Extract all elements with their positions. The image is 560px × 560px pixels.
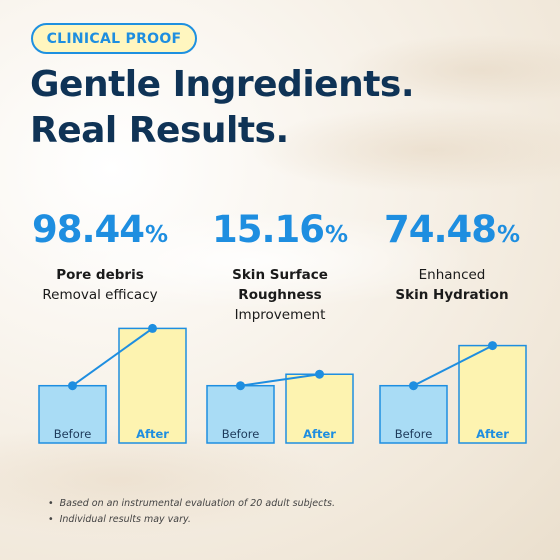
stat-unit: % <box>325 222 349 248</box>
stat-value: 98.44% <box>10 206 190 259</box>
stat-label-line: Improvement <box>234 307 326 323</box>
before-after-chart: Before After <box>206 369 354 444</box>
stat-number: 98.44 <box>31 208 145 251</box>
after-point <box>488 341 497 351</box>
before-bar-label: Before <box>395 427 433 441</box>
after-bar <box>118 327 187 444</box>
after-bar-label: After <box>303 427 336 441</box>
before-point <box>409 381 418 391</box>
footnote: • Individual results may vary. <box>48 514 191 525</box>
before-bar-label: Before <box>54 427 92 441</box>
after-point <box>148 323 157 333</box>
footnotes: • Based on an instrumental evaluation of … <box>48 496 335 528</box>
stat-label-line: Pore debris <box>56 267 144 283</box>
trend-line <box>71 327 154 387</box>
after-bar <box>285 373 354 444</box>
stat-label-line: Enhanced <box>418 267 486 283</box>
before-bar-label: Before <box>222 427 260 441</box>
stat-label-line: Removal efficacy <box>42 287 158 303</box>
stat-number: 74.48 <box>383 208 497 251</box>
stat-unit: % <box>497 222 521 248</box>
stat-label: Pore debris Removal efficacy <box>10 265 190 305</box>
after-bar-label: After <box>136 427 169 441</box>
stat-label-line: Skin Surface <box>232 267 328 283</box>
stat-number: 15.16 <box>211 208 325 251</box>
headline-line-2: Real Results. <box>30 110 289 151</box>
footnote: • Based on an instrumental evaluation of … <box>48 498 336 509</box>
before-bar <box>379 384 448 444</box>
trend-line <box>413 344 493 387</box>
before-point <box>236 381 245 391</box>
stat-column: 98.44% Pore debris Removal efficacy <box>10 206 190 305</box>
stat-value: 15.16% <box>190 206 370 259</box>
stat-label-line: Skin Hydration <box>395 287 509 303</box>
clinical-proof-badge: CLINICAL PROOF <box>31 23 197 54</box>
trend-line <box>240 373 320 387</box>
stat-unit: % <box>145 222 169 248</box>
stat-label-line: Roughness <box>238 287 322 303</box>
before-point <box>68 381 77 391</box>
after-point <box>315 369 324 379</box>
stat-value: 74.48% <box>362 206 542 259</box>
stat-label: Enhanced Skin Hydration <box>362 265 542 305</box>
headline-line-1: Gentle Ingredients. <box>30 64 415 105</box>
before-after-chart: Before After <box>38 323 187 444</box>
before-after-chart: Before After <box>379 341 527 444</box>
stat-column: 15.16% Skin Surface Roughness Improvement <box>190 206 370 325</box>
stat-column: 74.48% Enhanced Skin Hydration <box>362 206 542 305</box>
headline: Gentle Ingredients. Real Results. <box>30 62 415 154</box>
before-bar <box>206 384 275 444</box>
stat-label: Skin Surface Roughness Improvement <box>190 265 370 325</box>
after-bar-label: After <box>476 427 509 441</box>
